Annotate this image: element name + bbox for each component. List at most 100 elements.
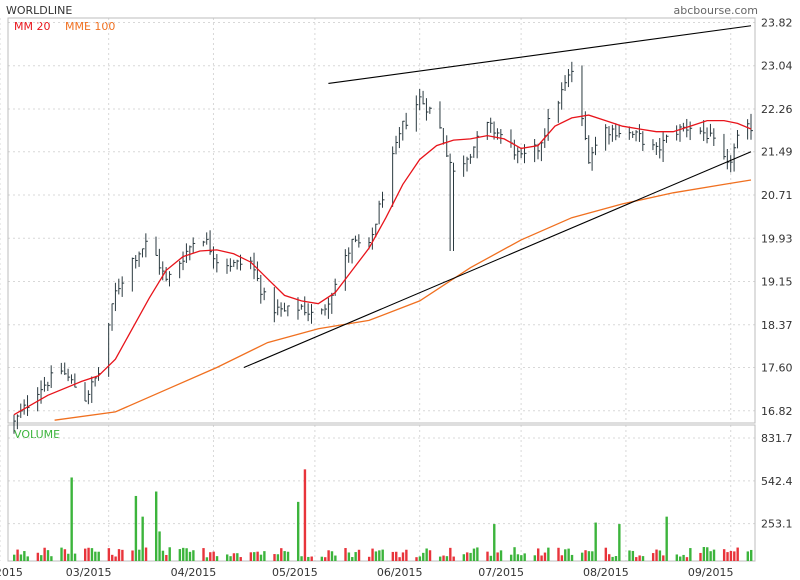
volume-bar: [665, 516, 668, 561]
price-tick-label: 22.26: [761, 103, 793, 116]
volume-bar: [452, 556, 455, 561]
volume-bar: [367, 556, 371, 561]
volume-bar: [516, 554, 520, 561]
volume-bar: [280, 548, 283, 561]
volume-bar: [493, 524, 496, 561]
volume-bar: [685, 557, 689, 561]
volume-bar: [584, 550, 587, 561]
volume-bar: [523, 553, 526, 561]
x-tick-label: 03/2015: [66, 566, 112, 579]
volume-bar: [134, 495, 138, 561]
x-tick-label: 06/2015: [377, 566, 423, 579]
volume-bar: [682, 554, 685, 561]
x-tick-label: 08/2015: [583, 566, 629, 579]
volume-bar: [354, 552, 357, 561]
volume-bar: [486, 551, 489, 561]
volume-bar: [239, 557, 242, 561]
volume-bar: [540, 555, 543, 561]
volume-bar: [141, 516, 144, 561]
volume-bar: [445, 556, 449, 561]
volume-bar: [63, 549, 67, 561]
volume-bar: [438, 556, 442, 561]
volume-bar: [307, 556, 310, 561]
mm20-line: [13, 114, 752, 416]
volume-bar: [509, 554, 513, 561]
volume-bar: [462, 554, 466, 561]
volume-bar: [570, 554, 574, 561]
volume-bar: [296, 501, 300, 561]
volume-bar: [36, 552, 40, 561]
volume-bar: [594, 522, 597, 561]
volume-bar: [117, 549, 121, 561]
volume-bar: [496, 552, 499, 561]
volume-bar: [259, 554, 263, 561]
volume-bar: [533, 555, 537, 561]
volume-bar: [73, 553, 77, 561]
volume-bar: [205, 557, 209, 561]
volume-bar: [679, 556, 682, 561]
volume-bar: [547, 547, 550, 561]
volume-bar: [131, 550, 134, 561]
volume-bar: [114, 556, 117, 561]
price-tick-label: 19.93: [761, 232, 793, 245]
volume-bar: [628, 550, 631, 561]
volume-bar: [121, 549, 124, 561]
volume-bar: [23, 551, 26, 561]
volume-bar: [631, 550, 635, 561]
volume-bar: [405, 549, 408, 561]
volume-bar: [107, 548, 111, 561]
volume-bar: [425, 548, 428, 561]
volume-bar: [476, 547, 479, 561]
volume-bar: [185, 548, 188, 561]
volume-bar: [16, 549, 19, 561]
volume-bar: [165, 554, 168, 561]
volume-bar: [401, 552, 405, 561]
volume-bar: [374, 551, 378, 561]
volume-bar: [651, 553, 655, 561]
price-tick-label: 23.04: [761, 60, 793, 73]
volume-bar: [158, 531, 161, 561]
volume-bar: [689, 548, 692, 561]
volume-bar: [395, 551, 398, 561]
volume-bar: [97, 551, 100, 561]
volume-bar: [87, 547, 90, 561]
indicator-lines: [13, 25, 752, 421]
volume-bar: [658, 550, 662, 561]
volume-bar: [94, 551, 97, 561]
volume-bar: [249, 552, 253, 561]
volume-tick-label: 831.7: [761, 432, 793, 445]
volume-bar: [543, 552, 547, 561]
price-panel-frame: [7, 17, 756, 424]
volume-bar: [442, 555, 445, 561]
legend-mm20: MM 20: [14, 20, 51, 33]
trendline: [243, 151, 752, 369]
volume-bar: [182, 547, 185, 561]
volume-bar: [40, 555, 43, 561]
volume-bar: [334, 555, 337, 561]
volume-bar: [733, 551, 736, 561]
volume-bar: [188, 551, 192, 561]
volume-bar: [604, 547, 608, 561]
volume-bar: [327, 550, 330, 561]
volume-bar: [111, 554, 114, 561]
volume-bar: [418, 556, 422, 561]
volume-bar: [608, 554, 611, 561]
volume-bar: [215, 556, 219, 561]
volume-bar: [469, 552, 472, 561]
volume-bar: [560, 555, 564, 561]
volume-bar: [635, 557, 638, 561]
volume-bar: [709, 551, 712, 561]
volume-bar: [567, 548, 570, 561]
volume-bar: [253, 552, 256, 561]
volume-bar: [50, 556, 53, 561]
x-tick-label: 04/2015: [171, 566, 217, 579]
volume-bar: [144, 547, 148, 561]
volume-bar: [357, 549, 361, 561]
brand-label: abcbourse.com: [673, 4, 758, 17]
volume-bar: [537, 548, 540, 561]
volume-bar: [46, 550, 50, 561]
volume-bar: [736, 547, 739, 561]
axis-labels: 23.82 23.04 22.26 21.49 20.71 19.93 19.15 18.37…: [0, 16, 793, 579]
volume-bar: [391, 551, 395, 561]
